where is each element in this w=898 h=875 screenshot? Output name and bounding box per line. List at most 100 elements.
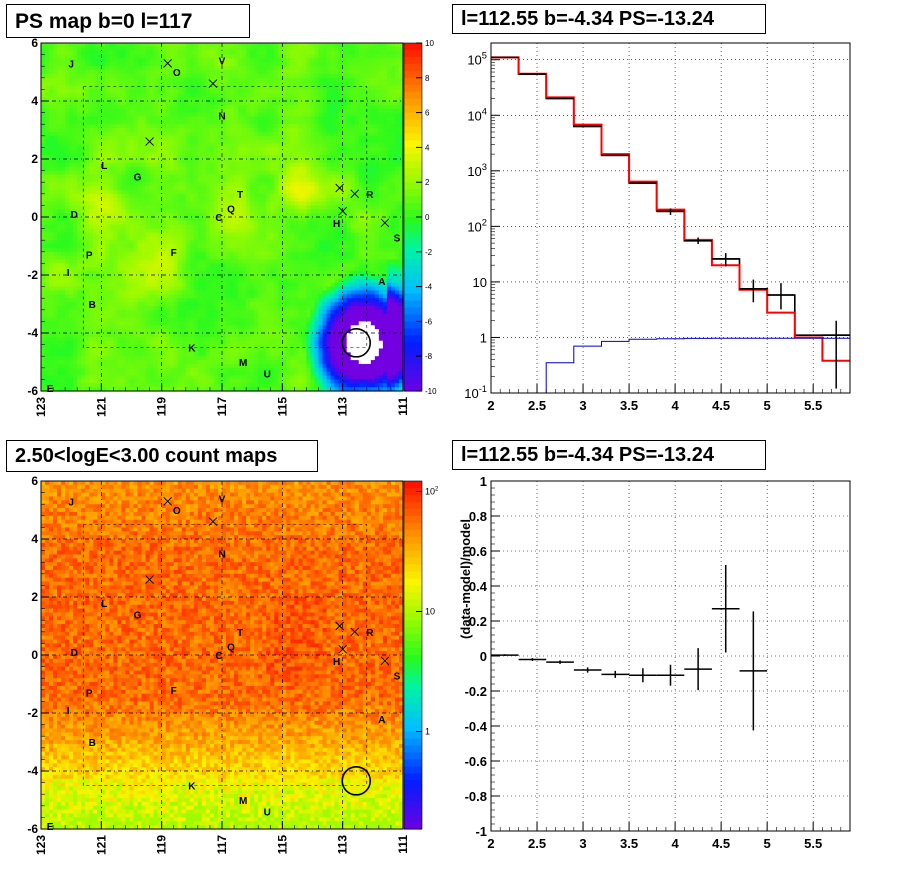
heatmap-cell bbox=[105, 116, 110, 121]
heatmap-cell bbox=[105, 162, 110, 168]
heatmap-cell bbox=[77, 375, 82, 380]
heatmap-cell bbox=[81, 360, 86, 365]
heatmap-cell bbox=[246, 93, 251, 98]
heatmap-cell bbox=[157, 348, 163, 353]
heatmap-cell bbox=[109, 344, 114, 350]
heatmap-cell bbox=[246, 344, 251, 350]
heatmap-cell bbox=[201, 275, 207, 280]
heatmap-cell bbox=[165, 112, 171, 118]
heatmap-cell bbox=[217, 50, 223, 56]
heatmap-cell bbox=[189, 201, 195, 206]
heatmap-cell bbox=[173, 360, 179, 365]
heatmap-cell bbox=[117, 66, 123, 71]
heatmap-cell bbox=[57, 255, 62, 261]
heatmap-cell bbox=[145, 186, 151, 191]
heatmap-cell bbox=[226, 104, 231, 110]
heatmap-cell bbox=[73, 255, 78, 261]
heatmap-cell bbox=[133, 220, 139, 226]
heatmap-cell bbox=[169, 54, 175, 60]
heatmap-cell bbox=[145, 379, 151, 384]
heatmap-cell bbox=[41, 50, 46, 56]
heatmap-cell bbox=[230, 162, 235, 168]
heatmap-cell bbox=[149, 294, 155, 299]
heatmap-cell bbox=[177, 178, 183, 183]
heatmap-cell bbox=[133, 189, 139, 195]
heatmap-cell bbox=[193, 89, 199, 94]
heatmap-cell bbox=[250, 162, 255, 168]
heatmap-cell bbox=[109, 217, 114, 222]
heatmap-cell bbox=[49, 135, 54, 141]
heatmap-cell bbox=[109, 313, 114, 319]
heatmap-cell bbox=[109, 201, 114, 206]
heatmap-cell bbox=[133, 81, 139, 87]
heatmap-cell bbox=[41, 317, 46, 322]
heatmap-cell bbox=[89, 259, 94, 264]
heatmap-cell bbox=[246, 298, 251, 303]
heatmap-cell bbox=[101, 189, 106, 195]
heatmap-cell bbox=[93, 66, 98, 71]
heatmap-cell bbox=[41, 360, 46, 365]
heatmap-cell bbox=[189, 333, 195, 338]
heatmap-cell bbox=[45, 139, 50, 145]
heatmap-cell bbox=[169, 340, 175, 346]
heatmap-cell bbox=[109, 174, 114, 179]
heatmap-cell bbox=[41, 97, 46, 102]
heatmap-cell bbox=[97, 290, 102, 295]
heatmap-cell bbox=[101, 135, 106, 141]
heatmap-cell bbox=[258, 205, 263, 210]
heatmap-cell bbox=[53, 58, 58, 63]
heatmap-cell bbox=[161, 178, 167, 183]
heatmap-cell bbox=[141, 135, 147, 141]
heatmap-cell bbox=[197, 290, 203, 295]
heatmap-cell bbox=[109, 112, 114, 118]
heatmap-cell bbox=[173, 348, 179, 353]
heatmap-cell bbox=[85, 313, 90, 319]
heatmap-cell bbox=[258, 333, 263, 338]
heatmap-cell bbox=[105, 58, 110, 63]
heatmap-cell bbox=[77, 131, 82, 137]
heatmap-cell bbox=[222, 247, 227, 253]
heatmap-cell bbox=[69, 50, 74, 56]
heatmap-cell bbox=[97, 263, 102, 268]
heatmap-cell bbox=[65, 73, 70, 79]
heatmap-cell bbox=[117, 271, 123, 276]
heatmap-cell bbox=[238, 302, 243, 307]
heatmap-cell bbox=[137, 333, 143, 338]
heatmap-cell bbox=[157, 302, 163, 307]
heatmap-cell bbox=[137, 220, 143, 226]
heatmap-cell bbox=[230, 329, 235, 334]
heatmap-cell bbox=[145, 77, 151, 83]
heatmap-cell bbox=[205, 379, 211, 384]
heatmap-cell bbox=[213, 259, 219, 264]
heatmap-cell bbox=[213, 93, 219, 98]
heatmap-cell bbox=[117, 151, 123, 156]
heatmap-cell bbox=[85, 255, 90, 261]
heatmap-cell bbox=[117, 363, 123, 369]
heatmap-cell bbox=[254, 313, 259, 319]
heatmap-cell bbox=[85, 193, 90, 199]
heatmap-cell bbox=[230, 112, 235, 118]
heatmap-cell bbox=[129, 128, 135, 133]
heatmap-cell bbox=[209, 360, 215, 365]
heatmap-cell bbox=[89, 70, 94, 75]
heatmap-cell bbox=[205, 224, 211, 230]
heatmap-cell bbox=[141, 120, 147, 125]
heatmap-cell bbox=[69, 329, 74, 334]
heatmap-cell bbox=[181, 128, 187, 133]
heatmap-cell bbox=[49, 205, 54, 210]
heatmap-cell bbox=[45, 340, 50, 346]
heatmap-cell bbox=[69, 54, 74, 60]
heatmap-cell bbox=[45, 124, 50, 129]
heatmap-cell bbox=[254, 58, 259, 63]
heatmap-cell bbox=[137, 89, 143, 94]
heatmap-cell bbox=[113, 46, 119, 52]
heatmap-cell bbox=[61, 104, 66, 110]
heatmap-cell bbox=[213, 344, 219, 350]
heatmap-cell bbox=[105, 213, 110, 218]
heatmap-cell bbox=[234, 360, 239, 365]
heatmap-cell bbox=[234, 278, 239, 284]
heatmap-cell bbox=[205, 43, 211, 48]
heatmap-cell bbox=[161, 77, 167, 83]
heatmap-cell bbox=[57, 336, 62, 342]
heatmap-cell bbox=[93, 128, 98, 133]
